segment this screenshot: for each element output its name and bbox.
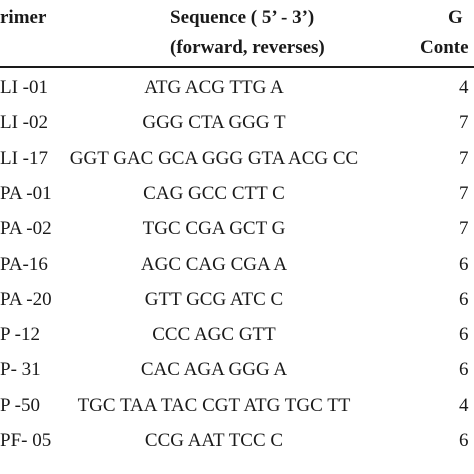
primer-name-cell: P- 31 xyxy=(0,359,41,381)
gc-content-cell: 6 xyxy=(459,359,469,381)
column-header-gc: G xyxy=(448,7,463,28)
sequence-cell: GGT GAC GCA GGG GTA ACG CC xyxy=(69,147,359,169)
primer-name-cell: P -50 xyxy=(0,394,40,416)
sequence-cell: CAC AGA GGG A xyxy=(140,359,288,381)
gc-content-cell: 6 xyxy=(459,253,469,275)
sequence-cell: TGC CGA GCT G xyxy=(142,218,286,240)
table-row: PA -01 CAG GCC CTT C 7 xyxy=(0,176,474,210)
primer-name-cell: LI -01 xyxy=(0,77,49,98)
sequence-cell: CCG AAT TCC C xyxy=(144,430,284,451)
sequence-cell: GTT GCG ATC C xyxy=(144,288,284,310)
table-row: PA-16 AGC CAG CGA A 6 xyxy=(0,247,474,281)
column-header-gc-content: Conte xyxy=(420,37,469,58)
table-row: P -12 CCC AGC GTT 6 xyxy=(0,317,474,351)
gc-content-cell: 7 xyxy=(459,182,469,204)
header-divider xyxy=(0,66,474,68)
sequence-cell: GGG CTA GGG T xyxy=(142,112,286,134)
column-header-sequence: Sequence ( 5’ - 3’) xyxy=(170,7,315,28)
gc-content-cell: 6 xyxy=(459,288,469,310)
column-header-primer: rimer xyxy=(0,7,47,28)
table-row: LI -17 GGT GAC GCA GGG GTA ACG CC 7 xyxy=(0,141,474,175)
primer-name-cell: PA -01 xyxy=(0,182,52,204)
primer-name-cell: PF- 05 xyxy=(0,430,52,451)
table-row: PF- 05 CCG AAT TCC C 6 xyxy=(0,423,474,457)
table-row: P -50 TGC TAA TAC CGT ATG TGC TT 4 xyxy=(0,388,474,422)
gc-content-cell: 7 xyxy=(459,147,469,169)
table-row: PA -02 TGC CGA GCT G 7 xyxy=(0,211,474,245)
primer-name-cell: PA -20 xyxy=(0,288,52,310)
gc-content-cell: 7 xyxy=(459,112,469,134)
gc-content-cell: 7 xyxy=(459,218,469,240)
primer-name-cell: LI -17 xyxy=(0,147,49,169)
primer-name-cell: LI -02 xyxy=(0,112,49,134)
table-row: PA -20 GTT GCG ATC C 6 xyxy=(0,282,474,316)
sequence-cell: ATG ACG TTG A xyxy=(144,77,284,98)
column-header-sequence-subtitle: (forward, reverses) xyxy=(170,37,325,58)
gc-content-cell: 4 xyxy=(459,394,469,416)
sequence-cell: CAG GCC CTT C xyxy=(143,182,285,204)
sequence-cell: CCC AGC GTT xyxy=(152,324,276,346)
sequence-cell: AGC CAG CGA A xyxy=(140,253,288,275)
gc-content-cell: 6 xyxy=(459,324,469,346)
primer-name-cell: P -12 xyxy=(0,324,40,346)
sequence-cell: TGC TAA TAC CGT ATG TGC TT xyxy=(77,394,351,416)
table-row: LI -02 GGG CTA GGG T 7 xyxy=(0,105,474,139)
table-row: P- 31 CAC AGA GGG A 6 xyxy=(0,352,474,386)
table-row: LI -01 ATG ACG TTG A 4 xyxy=(0,70,474,104)
gc-content-cell: 4 xyxy=(459,77,469,98)
primer-name-cell: PA-16 xyxy=(0,253,48,275)
gc-content-cell: 6 xyxy=(459,430,469,451)
primer-name-cell: PA -02 xyxy=(0,218,52,240)
